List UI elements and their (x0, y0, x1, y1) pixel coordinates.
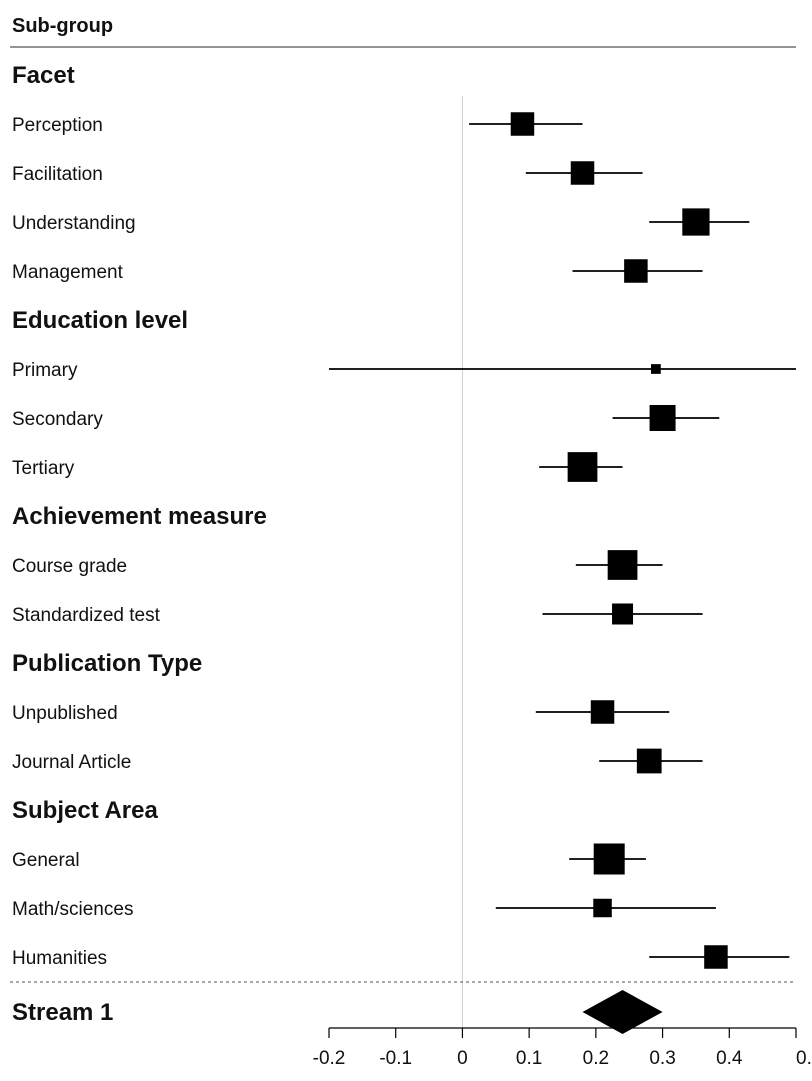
estimate-box-humanities (704, 945, 728, 969)
row-label-perception: Perception (12, 115, 103, 136)
x-tick-label-1: -0.1 (379, 1048, 412, 1069)
x-tick-label-2: 0 (457, 1048, 468, 1069)
summary-label: Stream 1 (12, 999, 113, 1026)
x-tick-label-0: -0.2 (313, 1048, 346, 1069)
x-axis: -0.2 -0.1 0 0.1 0.2 0.3 0.4 0.54 (313, 1027, 812, 1069)
group-label-education-level: Education level (12, 307, 188, 334)
row-label-math-sciences: Math/sciences (12, 899, 133, 920)
group-label-achievement-measure: Achievement measure (12, 503, 267, 530)
x-tick-label-6: 0.4 (716, 1048, 743, 1069)
row-label-standardized-test: Standardized test (12, 605, 161, 626)
summary-diamond (582, 990, 663, 1034)
group-label-facet: Facet (12, 62, 75, 89)
group-label-subject-area: Subject Area (12, 797, 158, 824)
forest-rows: Facet Perception Facilitation Understanding… (10, 62, 796, 1034)
estimate-box-primary (651, 364, 661, 374)
estimate-box-understanding (682, 208, 710, 236)
estimate-box-general (593, 843, 625, 875)
x-tick-label-3: 0.1 (516, 1048, 542, 1069)
estimate-box-course-grade (607, 550, 638, 580)
estimate-box-standardized-test (612, 603, 634, 625)
estimate-box-math-sciences (593, 898, 612, 918)
x-tick-label-7: 0.54 (796, 1048, 812, 1069)
row-label-general: General (12, 850, 80, 871)
row-label-journal-article: Journal Article (12, 752, 131, 773)
estimate-box-secondary (649, 405, 676, 431)
estimate-box-tertiary (567, 452, 598, 482)
estimate-box-management (624, 259, 648, 283)
group-label-publication-type: Publication Type (12, 650, 202, 677)
header-sub-group: Sub-group (12, 15, 113, 37)
row-label-primary: Primary (12, 360, 78, 381)
row-label-humanities: Humanities (12, 948, 107, 969)
row-label-understanding: Understanding (12, 213, 136, 234)
x-tick-label-4: 0.2 (583, 1048, 609, 1069)
row-label-tertiary: Tertiary (12, 458, 75, 479)
row-label-secondary: Secondary (12, 409, 103, 430)
x-tick-label-5: 0.3 (649, 1048, 675, 1069)
estimate-box-facilitation (570, 161, 595, 185)
row-label-unpublished: Unpublished (12, 703, 118, 724)
row-label-course-grade: Course grade (12, 556, 127, 577)
estimate-box-journal-article (636, 748, 662, 774)
row-label-facilitation: Facilitation (12, 164, 103, 185)
estimate-box-unpublished (590, 700, 615, 724)
row-label-management: Management (12, 262, 124, 283)
estimate-box-perception (510, 112, 535, 136)
